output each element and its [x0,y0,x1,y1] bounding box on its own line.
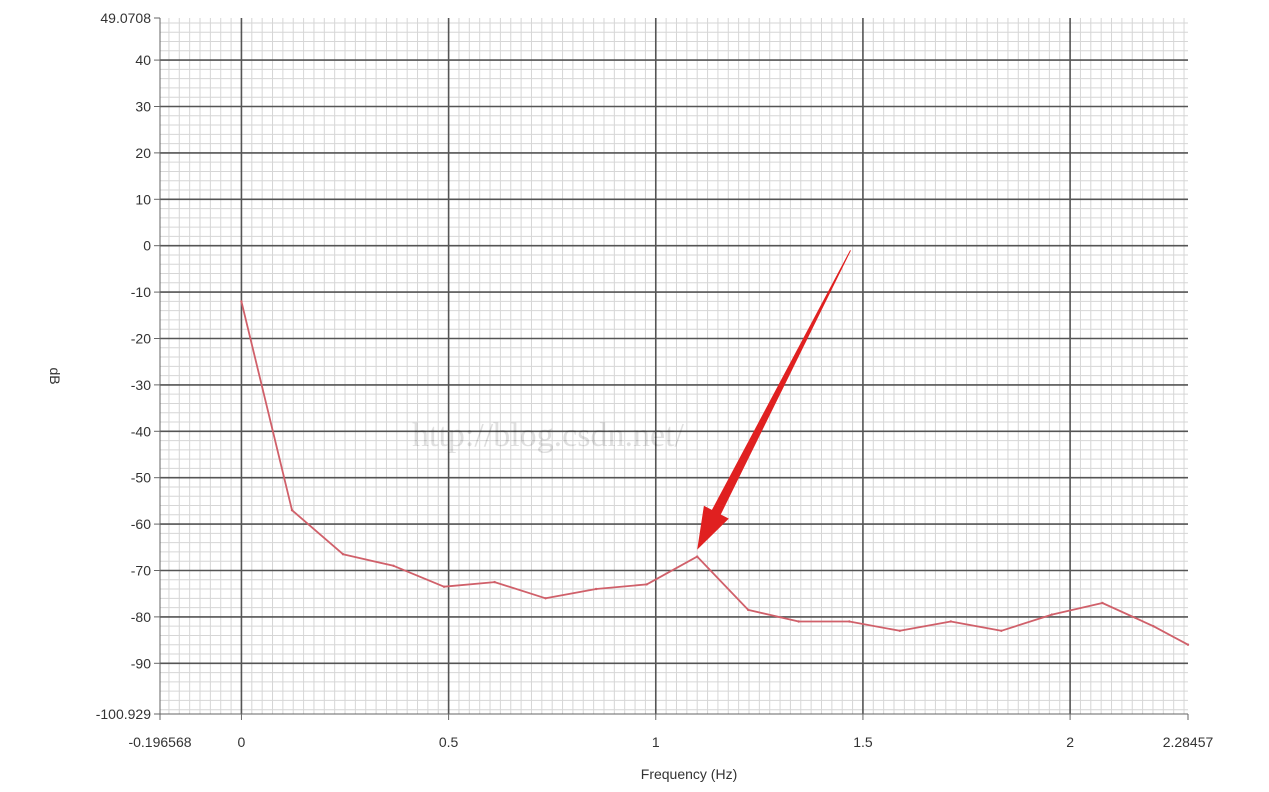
x-tick-label: -0.196568 [128,734,191,750]
x-tick-label: 1 [652,734,660,750]
series-layer [240,300,1190,646]
y-axis-title: dB [47,367,63,384]
y-tick-label: -70 [131,562,151,578]
data-point [747,608,750,612]
y-tick-label: -40 [131,423,151,439]
y-tick-label: -30 [131,377,151,393]
data-point [949,620,952,623]
y-tick-label: -90 [131,655,151,671]
annotation-arrow [697,250,851,550]
y-tick-label: 0 [143,238,151,254]
data-point [898,629,901,632]
x-tick-label: 1.5 [853,734,873,750]
x-tick-label: 2.28457 [1163,734,1214,750]
y-tick-label: 10 [135,191,151,207]
y-tick-label: -100.929 [96,706,151,722]
y-tick-label: -20 [131,330,151,346]
y-tick-label: -50 [131,470,151,486]
data-point [544,597,547,600]
data-point [341,553,345,556]
y-tick-label: 49.0708 [100,10,151,26]
axis-ticks: 49.0708403020100-10-20-30-40-50-60-70-80… [96,10,1214,750]
x-axis-title: Frequency (Hz) [641,766,737,782]
data-point [493,580,496,584]
x-tick-label: 0 [238,734,246,750]
data-point [1186,643,1190,646]
y-tick-label: -60 [131,516,151,532]
y-tick-label: 20 [135,145,151,161]
data-point [1000,629,1003,632]
x-tick-label: 0.5 [439,734,459,750]
watermark-text: http://blog.csdn.net/ [412,417,685,454]
minor-grid [160,18,1188,714]
y-tick-label: -10 [131,284,151,300]
data-point [696,555,699,558]
data-point [290,509,294,512]
x-tick-label: 2 [1066,734,1074,750]
data-point [848,620,851,623]
y-tick-label: 30 [135,98,151,114]
series-line [240,301,1189,646]
data-point [442,585,446,588]
data-point [594,587,598,591]
axes [159,18,1188,715]
data-point [392,564,395,567]
y-tick-label: 40 [135,52,151,68]
data-point [645,583,648,586]
data-point [1101,601,1104,605]
data-point [1152,625,1155,628]
y-tick-label: -80 [131,609,151,625]
major-grid [160,18,1188,714]
data-point [797,620,800,623]
data-point [1050,613,1054,616]
arrow-shape [697,250,851,550]
data-point [240,300,243,303]
